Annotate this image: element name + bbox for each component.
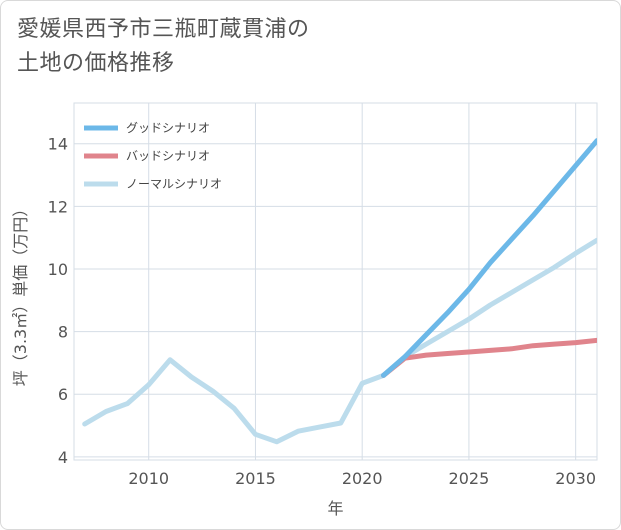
- series-line-0: [381, 138, 597, 378]
- chart-title-line-1: 愛媛県西予市三瓶町蔵貫浦の: [17, 17, 310, 42]
- plot-frame: [73, 102, 598, 461]
- x-tick-label: 2025: [449, 469, 490, 488]
- x-tick-label: 2020: [342, 469, 383, 488]
- y-tick-label: 8: [58, 323, 68, 342]
- y-tick-label: 12: [48, 197, 68, 216]
- x-tick-label: 2030: [555, 469, 596, 488]
- axes: 2010 2015 2020 2025 2030 4 6 8 10 12 14: [48, 135, 596, 488]
- series-line-1: [381, 337, 597, 378]
- x-tick-label: 2010: [128, 469, 169, 488]
- legend-label-2: ノーマルシナリオ: [126, 177, 222, 191]
- x-axis-title: 年: [327, 499, 343, 518]
- y-tick-label: 6: [58, 385, 68, 404]
- legend-label-1: バッドシナリオ: [126, 149, 210, 163]
- y-tick-label: 4: [58, 448, 68, 467]
- y-tick-label: 14: [48, 135, 68, 154]
- chart-title: 愛媛県西予市三瓶町蔵貫浦の 土地の価格推移: [17, 13, 437, 81]
- series-lines: [82, 138, 597, 445]
- x-tick-label: 2015: [235, 469, 276, 488]
- y-tick-label: 10: [48, 260, 68, 279]
- grid: [73, 102, 598, 461]
- legend-label-0: グッドシナリオ: [126, 121, 210, 135]
- y-axis-title: 坪（3.3㎡）単価（万円）: [11, 201, 30, 386]
- chart-title-line-2: 土地の価格推移: [17, 51, 175, 76]
- series-line-2: [82, 237, 597, 445]
